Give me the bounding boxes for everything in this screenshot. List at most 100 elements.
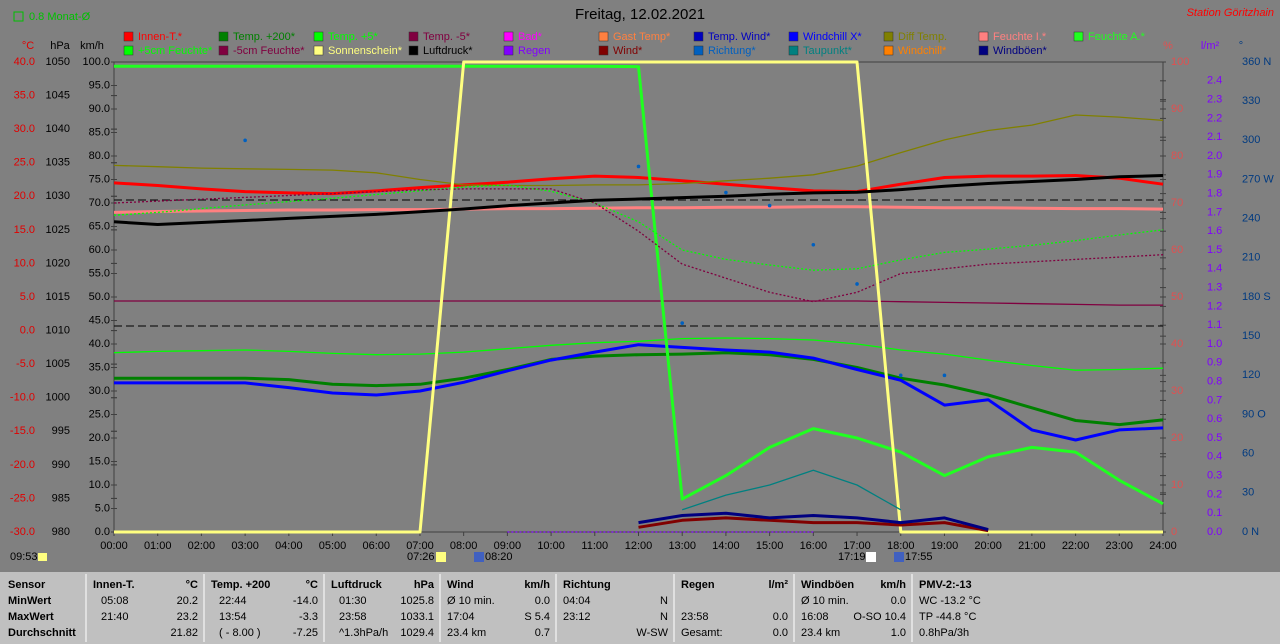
y-tick-label: -10.0	[10, 392, 35, 404]
y-tick-label: 0.7	[1207, 394, 1222, 406]
column-header: km/h	[880, 579, 906, 591]
y-tick-label: 1.5	[1207, 244, 1222, 256]
y-tick-label: 1015	[46, 291, 70, 303]
column-header: Richtung	[563, 579, 611, 591]
station-name: Station Göritzhain	[1187, 7, 1274, 19]
legend-label: Temp. +5*	[328, 31, 379, 43]
start-time: 09:53	[10, 551, 38, 563]
y-tick-label: 1025	[46, 224, 70, 236]
y-tick-label: 1.1	[1207, 319, 1222, 331]
y-tick-label: 20.0	[14, 190, 35, 202]
legend-label: Temp. -5*	[423, 31, 471, 43]
y-tick-label: 90	[1171, 103, 1183, 115]
table-cell: ^1.3hPa/h	[339, 627, 388, 639]
table-cell: 21:40	[101, 611, 129, 623]
x-tick-label: 15:00	[756, 540, 784, 552]
y-tick-label: 30.0	[14, 123, 35, 135]
column-header: hPa	[414, 579, 435, 591]
row-label: Sensor	[8, 579, 46, 591]
direction-dot	[724, 190, 728, 195]
y-tick-label: 60.0	[89, 244, 110, 256]
y-tick-label: 55.0	[89, 267, 110, 279]
table-cell: ( - 8.00 )	[219, 627, 261, 639]
legend-label: Temp. Wind*	[708, 31, 771, 43]
sunrise-icon	[436, 552, 446, 562]
y-tick-label: 0.0	[20, 324, 35, 336]
series-line	[113, 114, 1164, 187]
y-tick-label: -5.0	[16, 358, 35, 370]
sunset-icon	[866, 552, 876, 562]
x-tick-label: 14:00	[712, 540, 740, 552]
y-tick-label: 85.0	[89, 126, 110, 138]
y-tick-label: 15.0	[14, 224, 35, 236]
x-tick-label: 17:00	[843, 540, 871, 552]
direction-dot	[811, 242, 816, 247]
y-tick-label: 90 O	[1242, 408, 1266, 420]
column-header: l/m²	[768, 579, 788, 591]
x-tick-label: 13:00	[668, 540, 696, 552]
y-tick-label: 35.0	[14, 89, 35, 101]
column-header: Regen	[681, 579, 715, 591]
table-cell: N	[660, 595, 668, 607]
table-cell: WC -13.2 °C	[919, 595, 981, 607]
legend-marker	[313, 45, 324, 56]
y-tick-label: -25.0	[10, 492, 35, 504]
y-tick-label: 0.0	[1207, 526, 1222, 538]
x-tick-label: 08:00	[450, 540, 478, 552]
y-tick-label: 25.0	[89, 408, 110, 420]
y-tick-label: 1030	[46, 190, 70, 202]
y-tick-label: 240	[1242, 213, 1260, 225]
y-tick-label: 1.8	[1207, 188, 1222, 200]
column-header: °C	[186, 579, 198, 591]
sun-time: 08:20	[485, 551, 513, 563]
axis-unit: °C	[22, 40, 34, 52]
series-line	[114, 343, 1164, 442]
legend-marker	[978, 31, 989, 42]
x-tick-label: 16:00	[800, 540, 828, 552]
y-tick-label: 270 W	[1242, 173, 1274, 185]
y-tick-label: 300	[1242, 134, 1260, 146]
table-cell: 0.8hPa/3h	[919, 627, 969, 639]
y-tick-label: 120	[1242, 369, 1260, 381]
legend-label: Windböen*	[993, 45, 1048, 57]
axis-unit: l/m²	[1201, 40, 1220, 52]
table-cell: -3.3	[299, 611, 318, 623]
y-tick-label: 1.0	[1207, 338, 1222, 350]
y-tick-label: 10	[1171, 479, 1183, 491]
table-cell: S 5.4	[524, 611, 550, 623]
y-tick-label: 0.4	[1207, 451, 1222, 463]
x-tick-label: 10:00	[537, 540, 565, 552]
y-tick-label: 1035	[46, 157, 70, 169]
legend-label: Taupunkt*	[803, 45, 853, 57]
y-tick-label: 100.0	[82, 56, 110, 68]
legend-marker	[218, 31, 229, 42]
x-tick-label: 20:00	[974, 540, 1002, 552]
y-tick-label: 1045	[46, 89, 70, 101]
y-tick-label: 1.7	[1207, 206, 1222, 218]
y-tick-label: 25.0	[14, 157, 35, 169]
y-tick-label: 50	[1171, 291, 1183, 303]
column-header: Luftdruck	[331, 579, 383, 591]
series-line	[114, 351, 1164, 427]
table-cell: 0.0	[773, 627, 788, 639]
y-tick-label: 150	[1242, 330, 1260, 342]
x-tick-label: 19:00	[931, 540, 959, 552]
y-tick-label: 0 N	[1242, 526, 1259, 538]
legend-label: +5cm Feuchte*	[138, 45, 213, 57]
y-tick-label: 2.0	[1207, 150, 1222, 162]
y-tick-label: 15.0	[89, 455, 110, 467]
legend-label: Sonnenschein*	[328, 45, 403, 57]
table-cell: Ø 10 min.	[801, 595, 849, 607]
y-tick-label: 1.4	[1207, 263, 1222, 275]
table-cell: 22:44	[219, 595, 247, 607]
table-cell: 0.7	[535, 627, 550, 639]
table-cell: Gesamt:	[681, 627, 723, 639]
y-tick-label: 2.2	[1207, 112, 1222, 124]
chart-title: Freitag, 12.02.2021	[575, 6, 705, 23]
legend-marker	[123, 31, 134, 42]
direction-dot	[942, 373, 947, 378]
legend-label: Gast Temp*	[613, 31, 671, 43]
legend-label: Feuchte I.*	[993, 31, 1047, 43]
legend-label: Innen-T.*	[138, 31, 183, 43]
y-tick-label: 210	[1242, 252, 1260, 264]
